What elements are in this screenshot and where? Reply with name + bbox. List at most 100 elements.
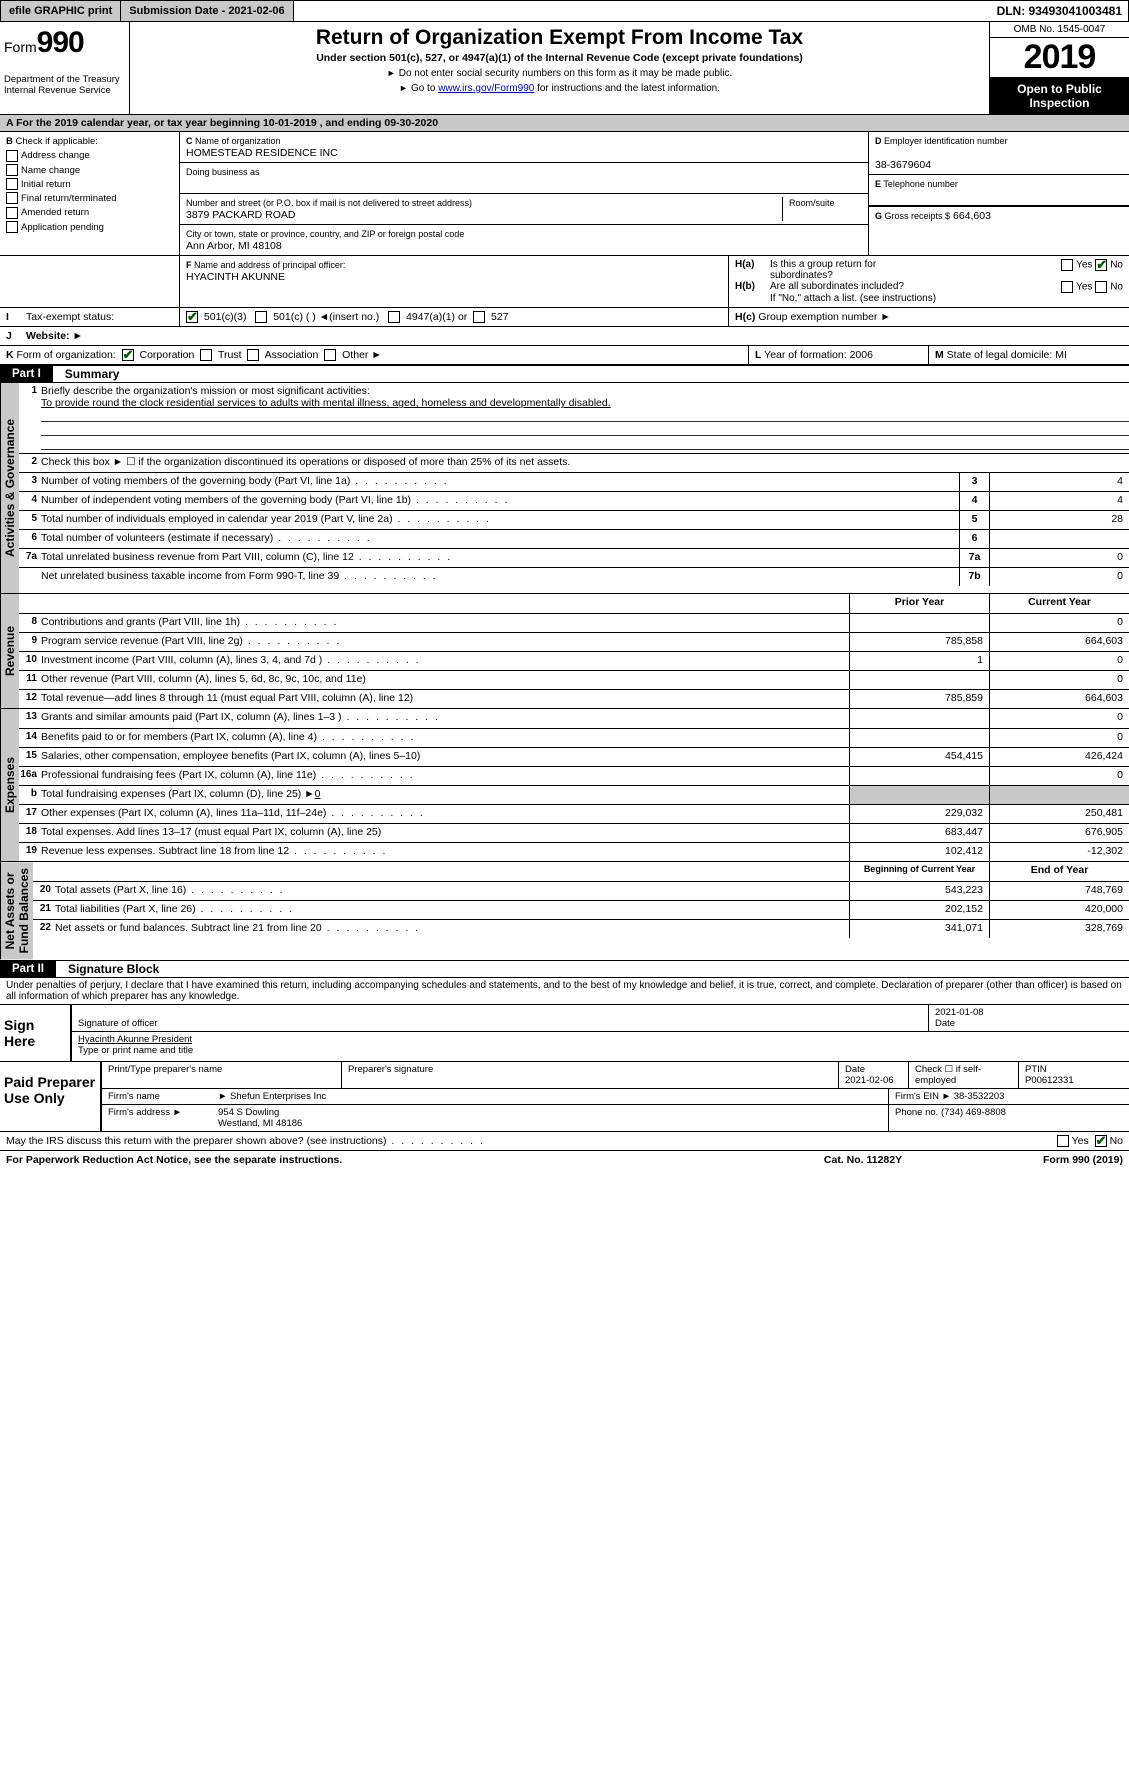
val-19p: 102,412 — [849, 843, 989, 861]
val-11c: 0 — [989, 671, 1129, 689]
name-change-cb[interactable] — [6, 164, 18, 176]
val-20c: 748,769 — [989, 882, 1129, 900]
val-16b: 0 — [315, 788, 321, 800]
omb-number: OMB No. 1545-0047 — [990, 22, 1129, 38]
perjury-text: Under penalties of perjury, I declare th… — [0, 977, 1129, 1004]
principal-officer: HYACINTH AKUNNE — [186, 271, 285, 283]
val-9p: 785,858 — [849, 633, 989, 651]
irs-link[interactable]: www.irs.gov/Form990 — [438, 83, 534, 94]
val-5: 28 — [989, 511, 1129, 529]
val-16ap — [849, 767, 989, 785]
assoc-cb[interactable] — [247, 349, 259, 361]
col-b-checkboxes: B Check if applicable: Address change Na… — [0, 132, 180, 255]
val-15c: 426,424 — [989, 748, 1129, 766]
val-18p: 683,447 — [849, 824, 989, 842]
501c-cb[interactable] — [255, 311, 267, 323]
prep-date: 2021-02-06 — [845, 1075, 894, 1086]
4947-cb[interactable] — [388, 311, 400, 323]
revenue-section: Revenue Prior YearCurrent Year 8Contribu… — [0, 593, 1129, 708]
firm-address: 954 S Dowling — [218, 1107, 279, 1118]
val-17p: 229,032 — [849, 805, 989, 823]
section-bcd: B Check if applicable: Address change Na… — [0, 132, 1129, 256]
trust-cb[interactable] — [200, 349, 212, 361]
val-14p — [849, 729, 989, 747]
val-14c: 0 — [989, 729, 1129, 747]
val-12p: 785,859 — [849, 690, 989, 708]
val-19c: -12,302 — [989, 843, 1129, 861]
form-header: Form990 Department of the Treasury Inter… — [0, 22, 1129, 115]
val-21p: 202,152 — [849, 901, 989, 919]
val-6 — [989, 530, 1129, 548]
val-22c: 328,769 — [989, 920, 1129, 938]
ssn-note: Do not enter social security numbers on … — [134, 68, 985, 79]
form-number: Form990 — [4, 26, 125, 60]
sign-date: 2021-01-08 — [935, 1007, 984, 1018]
gross-receipts: 664,603 — [953, 210, 991, 222]
netassets-section: Net Assets or Fund Balances Beginning of… — [0, 861, 1129, 959]
part-ii-header: Part IISignature Block — [0, 960, 1129, 977]
val-3: 4 — [989, 473, 1129, 491]
val-16ac: 0 — [989, 767, 1129, 785]
val-10c: 0 — [989, 652, 1129, 670]
discuss-no-cb[interactable] — [1095, 1135, 1107, 1147]
discuss-yes-cb[interactable] — [1057, 1135, 1069, 1147]
ein: 38-3679604 — [875, 159, 931, 171]
goto-note: Go to www.irs.gov/Form990 for instructio… — [134, 83, 985, 94]
final-return-cb[interactable] — [6, 192, 18, 204]
address-change-cb[interactable] — [6, 150, 18, 162]
val-20p: 543,223 — [849, 882, 989, 900]
val-11p — [849, 671, 989, 689]
firm-phone: (734) 469-8808 — [941, 1107, 1006, 1118]
val-15p: 454,415 — [849, 748, 989, 766]
dln-text: DLN: 93493041003481 — [991, 1, 1128, 21]
expenses-section: Expenses 13Grants and similar amounts pa… — [0, 708, 1129, 861]
corp-cb[interactable] — [122, 349, 134, 361]
val-4: 4 — [989, 492, 1129, 510]
val-13p — [849, 709, 989, 728]
hb-no-cb[interactable] — [1095, 281, 1107, 293]
top-toolbar: efile GRAPHIC print Submission Date - 20… — [0, 0, 1129, 22]
val-21c: 420,000 — [989, 901, 1129, 919]
period-line: A For the 2019 calendar year, or tax yea… — [0, 115, 1129, 132]
val-22p: 341,071 — [849, 920, 989, 938]
val-18c: 676,905 — [989, 824, 1129, 842]
other-cb[interactable] — [324, 349, 336, 361]
governance-section: Activities & Governance 1Briefly describ… — [0, 382, 1129, 593]
org-city: Ann Arbor, MI 48108 — [186, 240, 282, 252]
amended-return-cb[interactable] — [6, 207, 18, 219]
section-fh: F Name and address of principal officer:… — [0, 256, 1129, 308]
firm-name: Shefun Enterprises Inc — [230, 1091, 326, 1102]
initial-return-cb[interactable] — [6, 178, 18, 190]
val-7a: 0 — [989, 549, 1129, 567]
val-10p: 1 — [849, 652, 989, 670]
ha-no-cb[interactable] — [1095, 259, 1107, 271]
val-7b: 0 — [989, 568, 1129, 586]
org-name: HOMESTEAD RESIDENCE INC — [186, 147, 338, 159]
state-domicile: MI — [1055, 349, 1067, 361]
val-13c: 0 — [989, 709, 1129, 728]
sign-here-block: Sign Here Signature of officer 2021-01-0… — [0, 1004, 1129, 1061]
department-text: Department of the Treasury Internal Reve… — [4, 74, 125, 96]
form-title: Return of Organization Exempt From Incom… — [134, 26, 985, 50]
section-klm: K Form of organization: Corporation Trus… — [0, 346, 1129, 365]
part-i-header: Part ISummary — [0, 365, 1129, 382]
paid-preparer-block: Paid Preparer Use Only Print/Type prepar… — [0, 1061, 1129, 1131]
527-cb[interactable] — [473, 311, 485, 323]
officer-name: Hyacinth Akunne President — [78, 1034, 192, 1045]
501c3-cb[interactable] — [186, 311, 198, 323]
org-address: 3879 PACKARD ROAD — [186, 209, 296, 221]
year-formation: 2006 — [850, 349, 873, 361]
ha-yes-cb[interactable] — [1061, 259, 1073, 271]
section-j: J Website: ► — [0, 327, 1129, 346]
ptin: P00612331 — [1025, 1075, 1074, 1086]
val-8p — [849, 614, 989, 632]
application-pending-cb[interactable] — [6, 221, 18, 233]
open-inspection: Open to Public Inspection — [990, 78, 1129, 114]
discuss-line: May the IRS discuss this return with the… — [0, 1131, 1129, 1150]
form-subtitle: Under section 501(c), 527, or 4947(a)(1)… — [134, 52, 985, 64]
section-i: I Tax-exempt status: 501(c)(3) 501(c) ( … — [0, 308, 1129, 327]
submission-date-button[interactable]: Submission Date - 2021-02-06 — [121, 1, 293, 21]
efile-print-button[interactable]: efile GRAPHIC print — [1, 1, 121, 21]
mission-text: To provide round the clock residential s… — [41, 397, 1129, 409]
hb-yes-cb[interactable] — [1061, 281, 1073, 293]
